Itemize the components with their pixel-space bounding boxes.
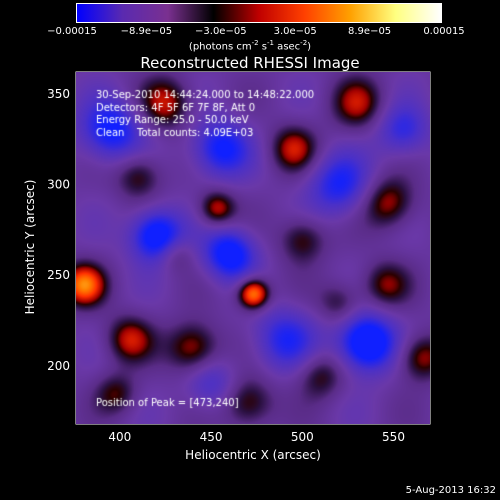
- x-tick-label: 550: [382, 430, 405, 444]
- colorbar-tick-label: 8.9e−05: [348, 26, 392, 37]
- y-tick-label: 350: [47, 87, 70, 101]
- y-tick-label: 300: [47, 177, 70, 191]
- footer-timestamp: 5-Aug-2013 16:32: [405, 485, 496, 496]
- heatmap-plot: [76, 72, 430, 424]
- heatmap-image: [76, 72, 430, 424]
- x-tick-label: 450: [200, 430, 223, 444]
- x-tick-label: 400: [108, 430, 131, 444]
- colorbar-tick-label: −0.00015: [47, 26, 97, 37]
- x-axis-label: Heliocentric X (arcsec): [185, 448, 321, 462]
- y-tick-label: 250: [47, 268, 70, 282]
- colorbar-tick-label: −8.9e−05: [120, 26, 173, 37]
- colorbar-tick-label: 0.00015: [423, 26, 465, 37]
- colorbar-units: (photons cm-2 s-1 asec-2): [188, 39, 312, 53]
- y-tick-label: 200: [47, 359, 70, 373]
- chart-title: Reconstructed RHESSI Image: [140, 54, 360, 72]
- y-axis-label: Heliocentric Y (arcsec): [23, 179, 37, 315]
- colorbar-tick-label: −3.0e−05: [195, 26, 247, 37]
- x-tick-label: 500: [291, 430, 314, 444]
- colorbar: [76, 3, 442, 23]
- colorbar-tick-label: 3.0e−05: [273, 26, 317, 37]
